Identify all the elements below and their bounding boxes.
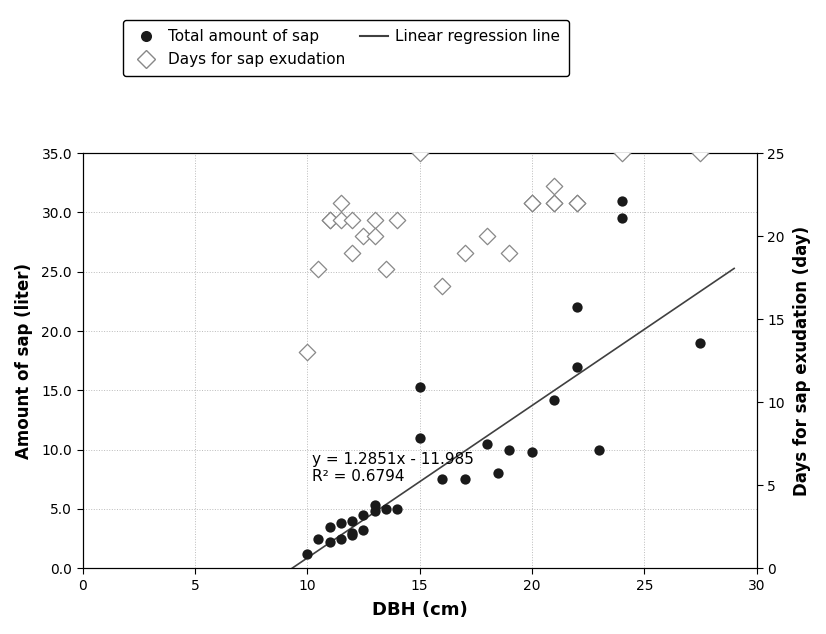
Point: [593, 444, 606, 455]
Point: [345, 527, 358, 538]
Point: [379, 264, 392, 275]
Point: [413, 382, 426, 392]
Point: [345, 515, 358, 526]
Point: [368, 214, 382, 224]
Point: [503, 248, 516, 258]
Point: [357, 525, 370, 535]
Point: [548, 395, 561, 405]
Point: [335, 214, 348, 224]
Point: [357, 231, 370, 242]
Point: [435, 281, 449, 291]
Point: [323, 214, 336, 224]
Point: [458, 474, 471, 484]
Point: [357, 510, 370, 520]
Point: [548, 198, 561, 208]
Point: [368, 500, 382, 510]
Point: [345, 530, 358, 540]
Point: [345, 214, 358, 224]
Point: [694, 338, 707, 348]
Point: [525, 198, 539, 208]
X-axis label: DBH (cm): DBH (cm): [372, 601, 468, 619]
Point: [570, 361, 583, 372]
Point: [548, 198, 561, 208]
Point: [335, 534, 348, 544]
Point: [301, 549, 314, 559]
Point: [345, 248, 358, 258]
Legend: Total amount of sap, Days for sap exudation, Linear regression line: Total amount of sap, Days for sap exudat…: [123, 20, 569, 76]
Point: [335, 518, 348, 528]
Point: [368, 231, 382, 242]
Point: [615, 213, 629, 223]
Point: [301, 347, 314, 358]
Point: [570, 198, 583, 208]
Point: [323, 537, 336, 547]
Point: [368, 507, 382, 517]
Point: [481, 439, 494, 449]
Point: [435, 474, 449, 484]
Text: y = 1.2851x - 11.985
R² = 0.6794: y = 1.2851x - 11.985 R² = 0.6794: [311, 452, 473, 484]
Point: [525, 198, 539, 208]
Point: [413, 148, 426, 158]
Point: [548, 181, 561, 191]
Point: [503, 444, 516, 455]
Point: [391, 214, 404, 224]
Point: [391, 504, 404, 514]
Point: [323, 522, 336, 532]
Point: [491, 469, 505, 479]
Point: [615, 148, 629, 158]
Point: [379, 504, 392, 514]
Point: [570, 302, 583, 313]
Y-axis label: Days for sap exudation (day): Days for sap exudation (day): [793, 226, 811, 496]
Point: [694, 148, 707, 158]
Point: [481, 231, 494, 242]
Point: [413, 433, 426, 443]
Point: [525, 447, 539, 457]
Point: [312, 264, 325, 275]
Y-axis label: Amount of sap (liter): Amount of sap (liter): [15, 262, 33, 459]
Point: [458, 248, 471, 258]
Point: [312, 534, 325, 544]
Point: [570, 198, 583, 208]
Point: [335, 198, 348, 208]
Point: [323, 214, 336, 224]
Point: [615, 195, 629, 205]
